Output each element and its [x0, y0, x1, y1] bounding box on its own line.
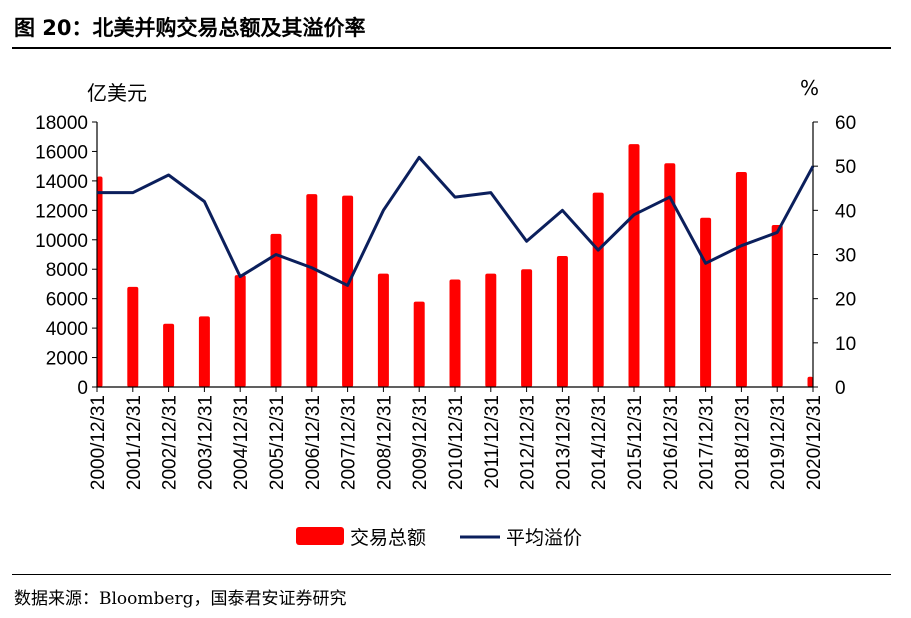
left-axis-unit: 亿美元: [87, 81, 147, 105]
line-series-premium: [97, 155, 815, 287]
right-tick-label: 0: [835, 378, 846, 399]
left-tick-label: 8000: [46, 260, 88, 281]
legend-label-line: 平均溢价: [506, 527, 582, 549]
x-tick-label: 2001/12/31: [124, 395, 145, 490]
x-tick-label: 2000/12/31: [88, 395, 109, 490]
right-tick-label: 10: [835, 334, 856, 355]
top-rule: [12, 47, 891, 49]
x-tick-label: 2007/12/31: [339, 395, 360, 490]
bar-2019: [771, 225, 783, 387]
x-tick-label: 2010/12/31: [446, 395, 467, 490]
bar-2003: [198, 316, 210, 387]
right-tick-label: 40: [835, 201, 856, 222]
bar-2008: [377, 273, 389, 387]
left-tick-label: 16000: [35, 142, 88, 163]
left-tick-label: 0: [77, 378, 88, 399]
legend-label-bar: 交易总额: [350, 527, 426, 549]
left-tick-label: 2000: [46, 349, 88, 370]
bar-2005: [270, 233, 282, 387]
left-tick-label: 4000: [46, 319, 88, 340]
left-tick-label: 10000: [35, 231, 88, 252]
right-tick-label: 50: [835, 157, 856, 178]
x-tick-label: 2012/12/31: [518, 395, 539, 490]
left-tick-label: 14000: [35, 172, 88, 193]
x-tick-label: 2015/12/31: [625, 395, 646, 490]
right-tick-label: 30: [835, 246, 856, 267]
bar-2018: [735, 172, 747, 387]
x-tick-label: 2004/12/31: [231, 395, 252, 490]
source-note: 数据来源：Bloomberg，国泰君安证券研究: [14, 589, 347, 609]
x-tick-label: 2002/12/31: [160, 395, 181, 490]
bar-2000: [97, 176, 103, 387]
x-tick-label: 2019/12/31: [768, 395, 789, 490]
bar-2012: [521, 269, 533, 387]
x-tick-label: 2011/12/31: [482, 395, 503, 489]
bar-2007: [342, 195, 354, 387]
bar-2013: [556, 255, 568, 387]
bar-2015: [628, 144, 640, 387]
bar-2009: [413, 301, 425, 387]
bar-2002: [163, 323, 175, 387]
x-tick-label: 2018/12/31: [732, 395, 753, 490]
bar-2001: [127, 286, 139, 387]
right-tick-label: 60: [835, 113, 856, 134]
x-tick-label: 2003/12/31: [195, 395, 216, 490]
left-tick-label: 6000: [46, 290, 88, 311]
bar-2010: [449, 279, 461, 387]
bar-2011: [485, 273, 497, 387]
left-tick-label: 18000: [35, 113, 88, 134]
bar-2014: [592, 192, 604, 387]
x-tick-label: 2005/12/31: [267, 395, 288, 490]
x-tick-label: 2008/12/31: [374, 395, 395, 490]
left-tick-label: 12000: [35, 201, 88, 222]
figure-title: 图 20：北美并购交易总额及其溢价率: [14, 16, 366, 40]
x-tick-label: 2006/12/31: [303, 395, 324, 490]
x-tick-label: 2020/12/31: [804, 395, 825, 490]
bar-2006: [306, 194, 318, 387]
x-tick-label: 2014/12/31: [589, 395, 610, 490]
right-tick-label: 20: [835, 290, 856, 311]
bar-2016: [664, 163, 676, 387]
x-tick-label: 2013/12/31: [553, 395, 574, 490]
x-tick-label: 2009/12/31: [410, 395, 431, 490]
bar-2020: [807, 376, 813, 387]
legend-swatch-bar: [296, 527, 344, 545]
bottom-rule: [12, 574, 891, 575]
x-tick-label: 2017/12/31: [697, 395, 718, 490]
bar-2004: [234, 275, 246, 387]
right-axis-unit: %: [800, 76, 819, 100]
x-tick-label: 2016/12/31: [661, 395, 682, 490]
bar-2017: [700, 217, 712, 387]
